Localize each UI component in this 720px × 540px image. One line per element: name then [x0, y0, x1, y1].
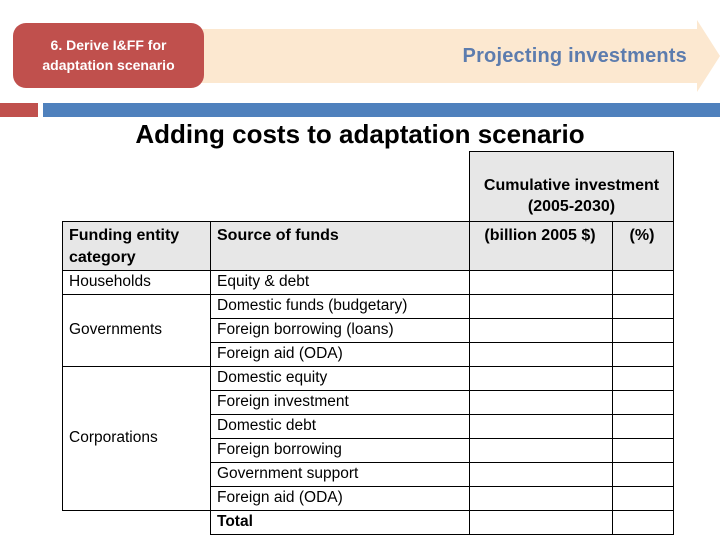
empty-cell — [63, 510, 211, 534]
table-row: Governments Domestic funds (budgetary) — [62, 293, 674, 367]
table-row: Households Equity & debt — [62, 269, 674, 295]
value-cell-percent — [612, 413, 674, 439]
value-cell-percent — [612, 437, 674, 463]
source-cell: Foreign borrowing — [210, 437, 470, 463]
step-indicator-box: 6. Derive I&FF for adaptation scenario — [13, 23, 204, 88]
value-cell-billion — [469, 389, 613, 415]
total-row: Total — [63, 509, 674, 535]
value-cell-billion — [469, 485, 613, 511]
banner-label: Projecting investments — [462, 44, 687, 67]
value-cell-billion — [469, 413, 613, 439]
entity-cell: Households — [62, 269, 211, 295]
cumulative-investment-header-cell: Cumulative investment (2005-2030) — [469, 151, 674, 222]
value-cell-percent — [612, 485, 674, 511]
column-header-row: Funding entity category Source of funds … — [62, 221, 674, 271]
value-cell-billion — [469, 317, 613, 343]
investment-table: Cumulative investment (2005-2030) Fundin… — [62, 151, 674, 535]
spacer-cell — [63, 152, 470, 222]
source-cell: Foreign aid (ODA) — [210, 485, 470, 511]
table-row: Foreign aid (ODA) — [63, 485, 674, 511]
value-cell-percent — [612, 509, 674, 535]
source-cell: Foreign aid (ODA) — [210, 341, 470, 367]
source-cell: Foreign investment — [210, 389, 470, 415]
table-row: Foreign borrowing (loans) — [63, 317, 674, 343]
source-cell: Government support — [210, 461, 470, 487]
value-cell-percent — [612, 269, 674, 295]
divider-bar-red-segment — [0, 103, 38, 117]
table-row: Corporations Domestic equity — [62, 365, 674, 511]
source-cell: Equity & debt — [210, 269, 470, 295]
total-label-cell: Total — [210, 509, 470, 535]
step-label-line2: adaptation scenario — [42, 56, 175, 73]
value-cell-percent — [612, 389, 674, 415]
value-cell-billion — [469, 437, 613, 463]
source-cell: Domestic funds (budgetary) — [210, 293, 470, 319]
value-cell-percent — [612, 317, 674, 343]
value-cell-billion — [469, 365, 613, 391]
value-cell-billion — [469, 461, 613, 487]
source-cell: Foreign borrowing (loans) — [210, 317, 470, 343]
slide-title: Adding costs to adaptation scenario — [135, 119, 585, 149]
value-cell-billion — [469, 341, 613, 367]
entity-cell: Corporations — [62, 365, 211, 511]
value-cell-billion — [469, 509, 613, 535]
divider-bar-blue-segment — [43, 103, 720, 117]
source-cell: Domestic debt — [210, 413, 470, 439]
merged-header-line2: (2005-2030) — [527, 198, 616, 216]
value-cell-percent — [612, 341, 674, 367]
value-cell-percent — [612, 293, 674, 319]
value-cell-billion — [469, 269, 613, 295]
merged-header-row: Cumulative investment (2005-2030) — [63, 151, 674, 222]
value-cell-percent — [612, 461, 674, 487]
merged-header-line1: Cumulative investment — [483, 176, 660, 194]
table-row: Government support — [63, 461, 674, 487]
arrow-right-icon — [697, 20, 720, 92]
col-header-percent: (%) — [612, 221, 674, 271]
source-cell: Domestic equity — [210, 365, 470, 391]
col-header-billion: (billion 2005 $) — [469, 221, 613, 271]
entity-cell: Governments — [62, 293, 211, 367]
step-label-line1: 6. Derive I&FF for — [50, 36, 167, 53]
value-cell-percent — [612, 365, 674, 391]
col-header-source-of-funds: Source of funds — [210, 221, 470, 271]
value-cell-billion — [469, 293, 613, 319]
col-header-funding-entity: Funding entity category — [62, 221, 211, 271]
